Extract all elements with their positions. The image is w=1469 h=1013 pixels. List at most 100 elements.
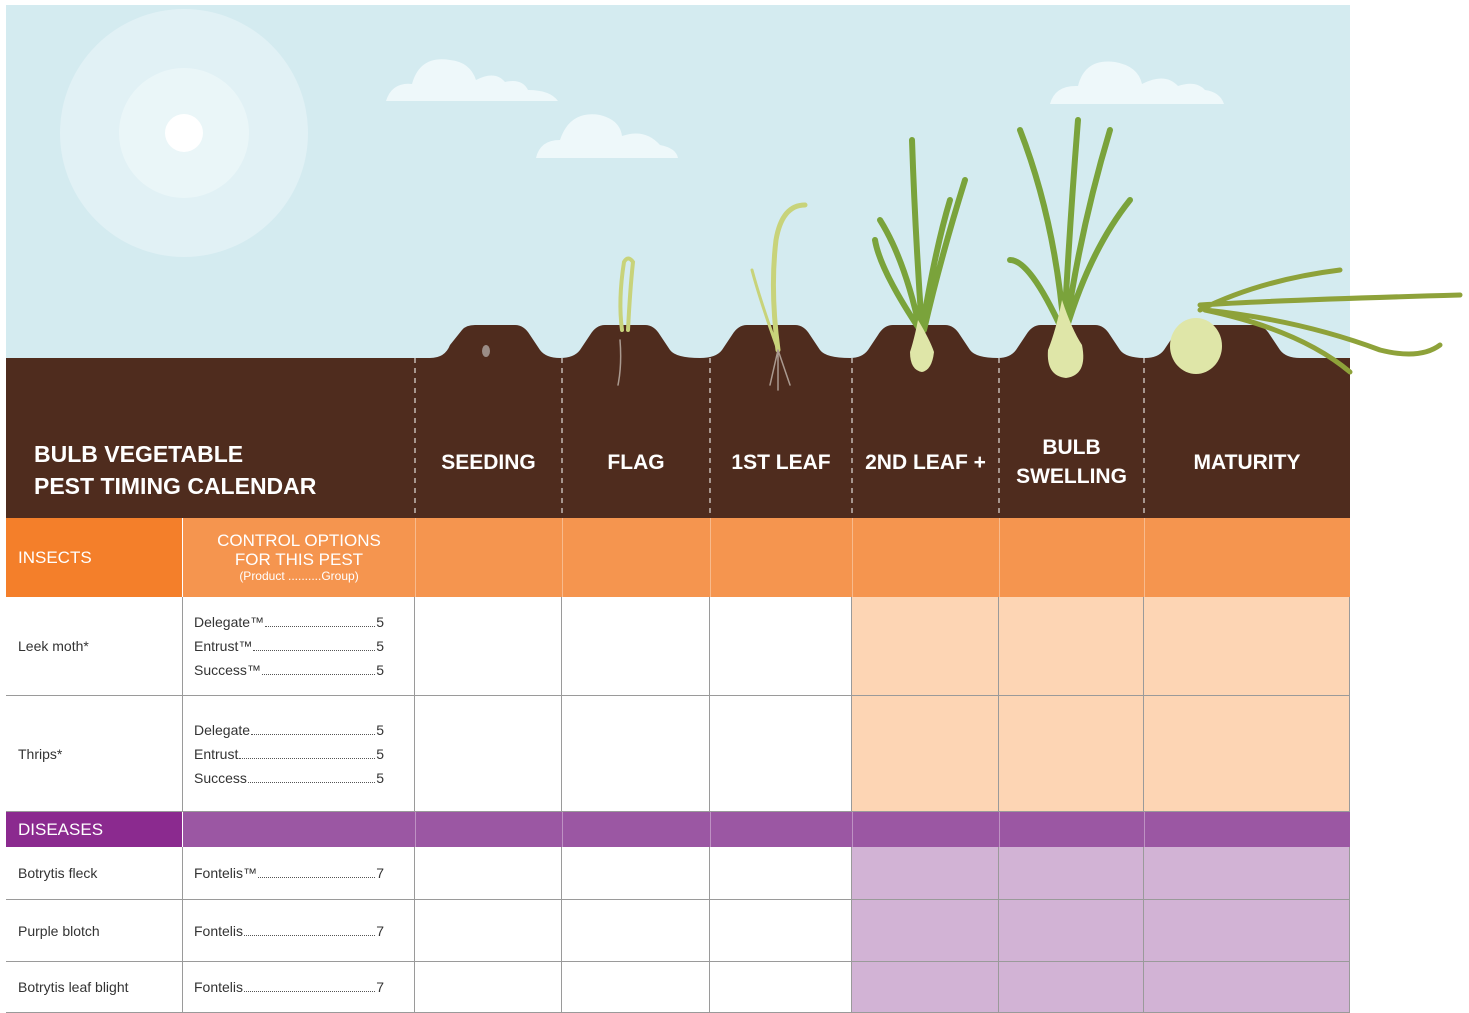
control-header-line: CONTROL OPTIONS	[217, 531, 381, 550]
band-divider	[852, 518, 853, 597]
timing-cell	[1144, 847, 1350, 900]
product-group: 5	[376, 614, 384, 630]
product-name: Delegate	[194, 721, 251, 738]
control-options: Delegate 5 Entrust 5 Success 5	[183, 696, 415, 812]
timing-cell	[562, 900, 710, 962]
product-name: Delegate™	[194, 614, 265, 630]
band-divider	[1144, 812, 1145, 847]
pest-name: Purple blotch	[6, 900, 183, 962]
bulbs	[910, 300, 1222, 378]
timing-cell	[852, 847, 999, 900]
control-options: Fontelis 7	[183, 962, 415, 1013]
leader	[265, 626, 376, 627]
band-divider	[999, 812, 1000, 847]
timing-cell	[562, 847, 710, 900]
scene	[6, 5, 1463, 518]
timing-cell	[710, 597, 852, 696]
leader	[239, 757, 376, 759]
product: Success 5	[194, 766, 384, 790]
stage-line: SEEDING	[441, 450, 536, 474]
title-line: PEST TIMING CALENDAR	[34, 473, 317, 499]
band-divider	[562, 518, 563, 597]
band-divider	[710, 812, 711, 847]
stage-label: SEEDING	[415, 420, 562, 504]
control-options: Delegate™ 5 Entrust™ 5 Success™ 5	[183, 597, 415, 696]
product-group: 7	[376, 979, 384, 995]
timing-cell	[999, 847, 1144, 900]
plants	[617, 117, 1463, 391]
band-divider	[562, 812, 563, 847]
timing-cell	[415, 696, 562, 812]
title-line: BULB VEGETABLE	[34, 441, 244, 467]
product-name: Fontelis	[194, 922, 244, 939]
timing-cell	[710, 962, 852, 1013]
product: Fontelis 7	[194, 975, 384, 999]
timing-cell	[852, 696, 999, 812]
pest-name: Botrytis leaf blight	[6, 962, 183, 1013]
stage-line: MATURITY	[1193, 450, 1301, 474]
pest-name: Botrytis fleck	[6, 847, 183, 900]
leader	[244, 934, 376, 936]
product-name: Success™	[194, 662, 261, 678]
seed	[482, 345, 490, 357]
timing-cell	[415, 847, 562, 900]
product: Success™ 5	[194, 658, 384, 682]
timing-cell	[999, 696, 1144, 812]
product: Fontelis™ 7	[194, 861, 384, 885]
section-band	[183, 812, 1350, 847]
timing-cell	[852, 962, 999, 1013]
leader	[244, 991, 376, 992]
control-options: Fontelis™ 7	[183, 847, 415, 900]
section-label: DISEASES	[6, 812, 183, 847]
product: Entrust 5	[194, 742, 384, 766]
timing-cell	[415, 962, 562, 1013]
sun	[165, 114, 203, 152]
band-divider	[852, 812, 853, 847]
product-name: Fontelis™	[194, 865, 258, 881]
pest-name: Thrips*	[6, 696, 183, 812]
timing-cell	[1144, 597, 1350, 696]
stage-label: 1ST LEAF	[710, 420, 852, 504]
stage-label: MATURITY	[1144, 420, 1350, 504]
stage-label: BULB SWELLING	[999, 420, 1144, 504]
product: Entrust™ 5	[194, 634, 384, 658]
timing-cell	[852, 900, 999, 962]
product-group: 7	[376, 865, 384, 881]
control-note: (Product ..........Group)	[239, 569, 359, 583]
band-divider	[415, 518, 416, 597]
pest-name: Leek moth*	[6, 597, 183, 696]
stage-line: FLAG	[607, 450, 665, 474]
band-divider	[1144, 518, 1145, 597]
product: Delegate™ 5	[194, 610, 384, 634]
band-divider	[999, 518, 1000, 597]
timing-cell	[852, 597, 999, 696]
product-group: 5	[376, 745, 384, 762]
control-header-line: FOR THIS PEST	[234, 550, 364, 569]
product: Fontelis 7	[194, 919, 384, 943]
cloud	[386, 59, 558, 101]
stage-line: BULB	[1042, 436, 1101, 459]
stage-line: SWELLING	[1016, 465, 1127, 488]
product-group: 7	[376, 922, 384, 939]
product-group: 5	[376, 721, 384, 738]
timing-cell	[1144, 962, 1350, 1013]
timing-cell	[999, 962, 1144, 1013]
leader	[261, 674, 376, 675]
timing-cell	[415, 597, 562, 696]
product-name: Entrust	[194, 745, 239, 762]
section-band	[183, 518, 1350, 597]
leader	[253, 650, 376, 651]
leader	[251, 733, 376, 735]
stage-line: 2ND LEAF +	[865, 450, 986, 474]
section-label: INSECTS	[6, 518, 183, 597]
cloud	[536, 114, 678, 158]
band-divider	[415, 812, 416, 847]
soil	[6, 325, 1350, 518]
timing-cell	[562, 597, 710, 696]
timing-cell	[562, 962, 710, 1013]
band-divider	[710, 518, 711, 597]
leader	[258, 877, 376, 878]
product: Delegate 5	[194, 718, 384, 742]
product-name: Success	[194, 769, 247, 786]
